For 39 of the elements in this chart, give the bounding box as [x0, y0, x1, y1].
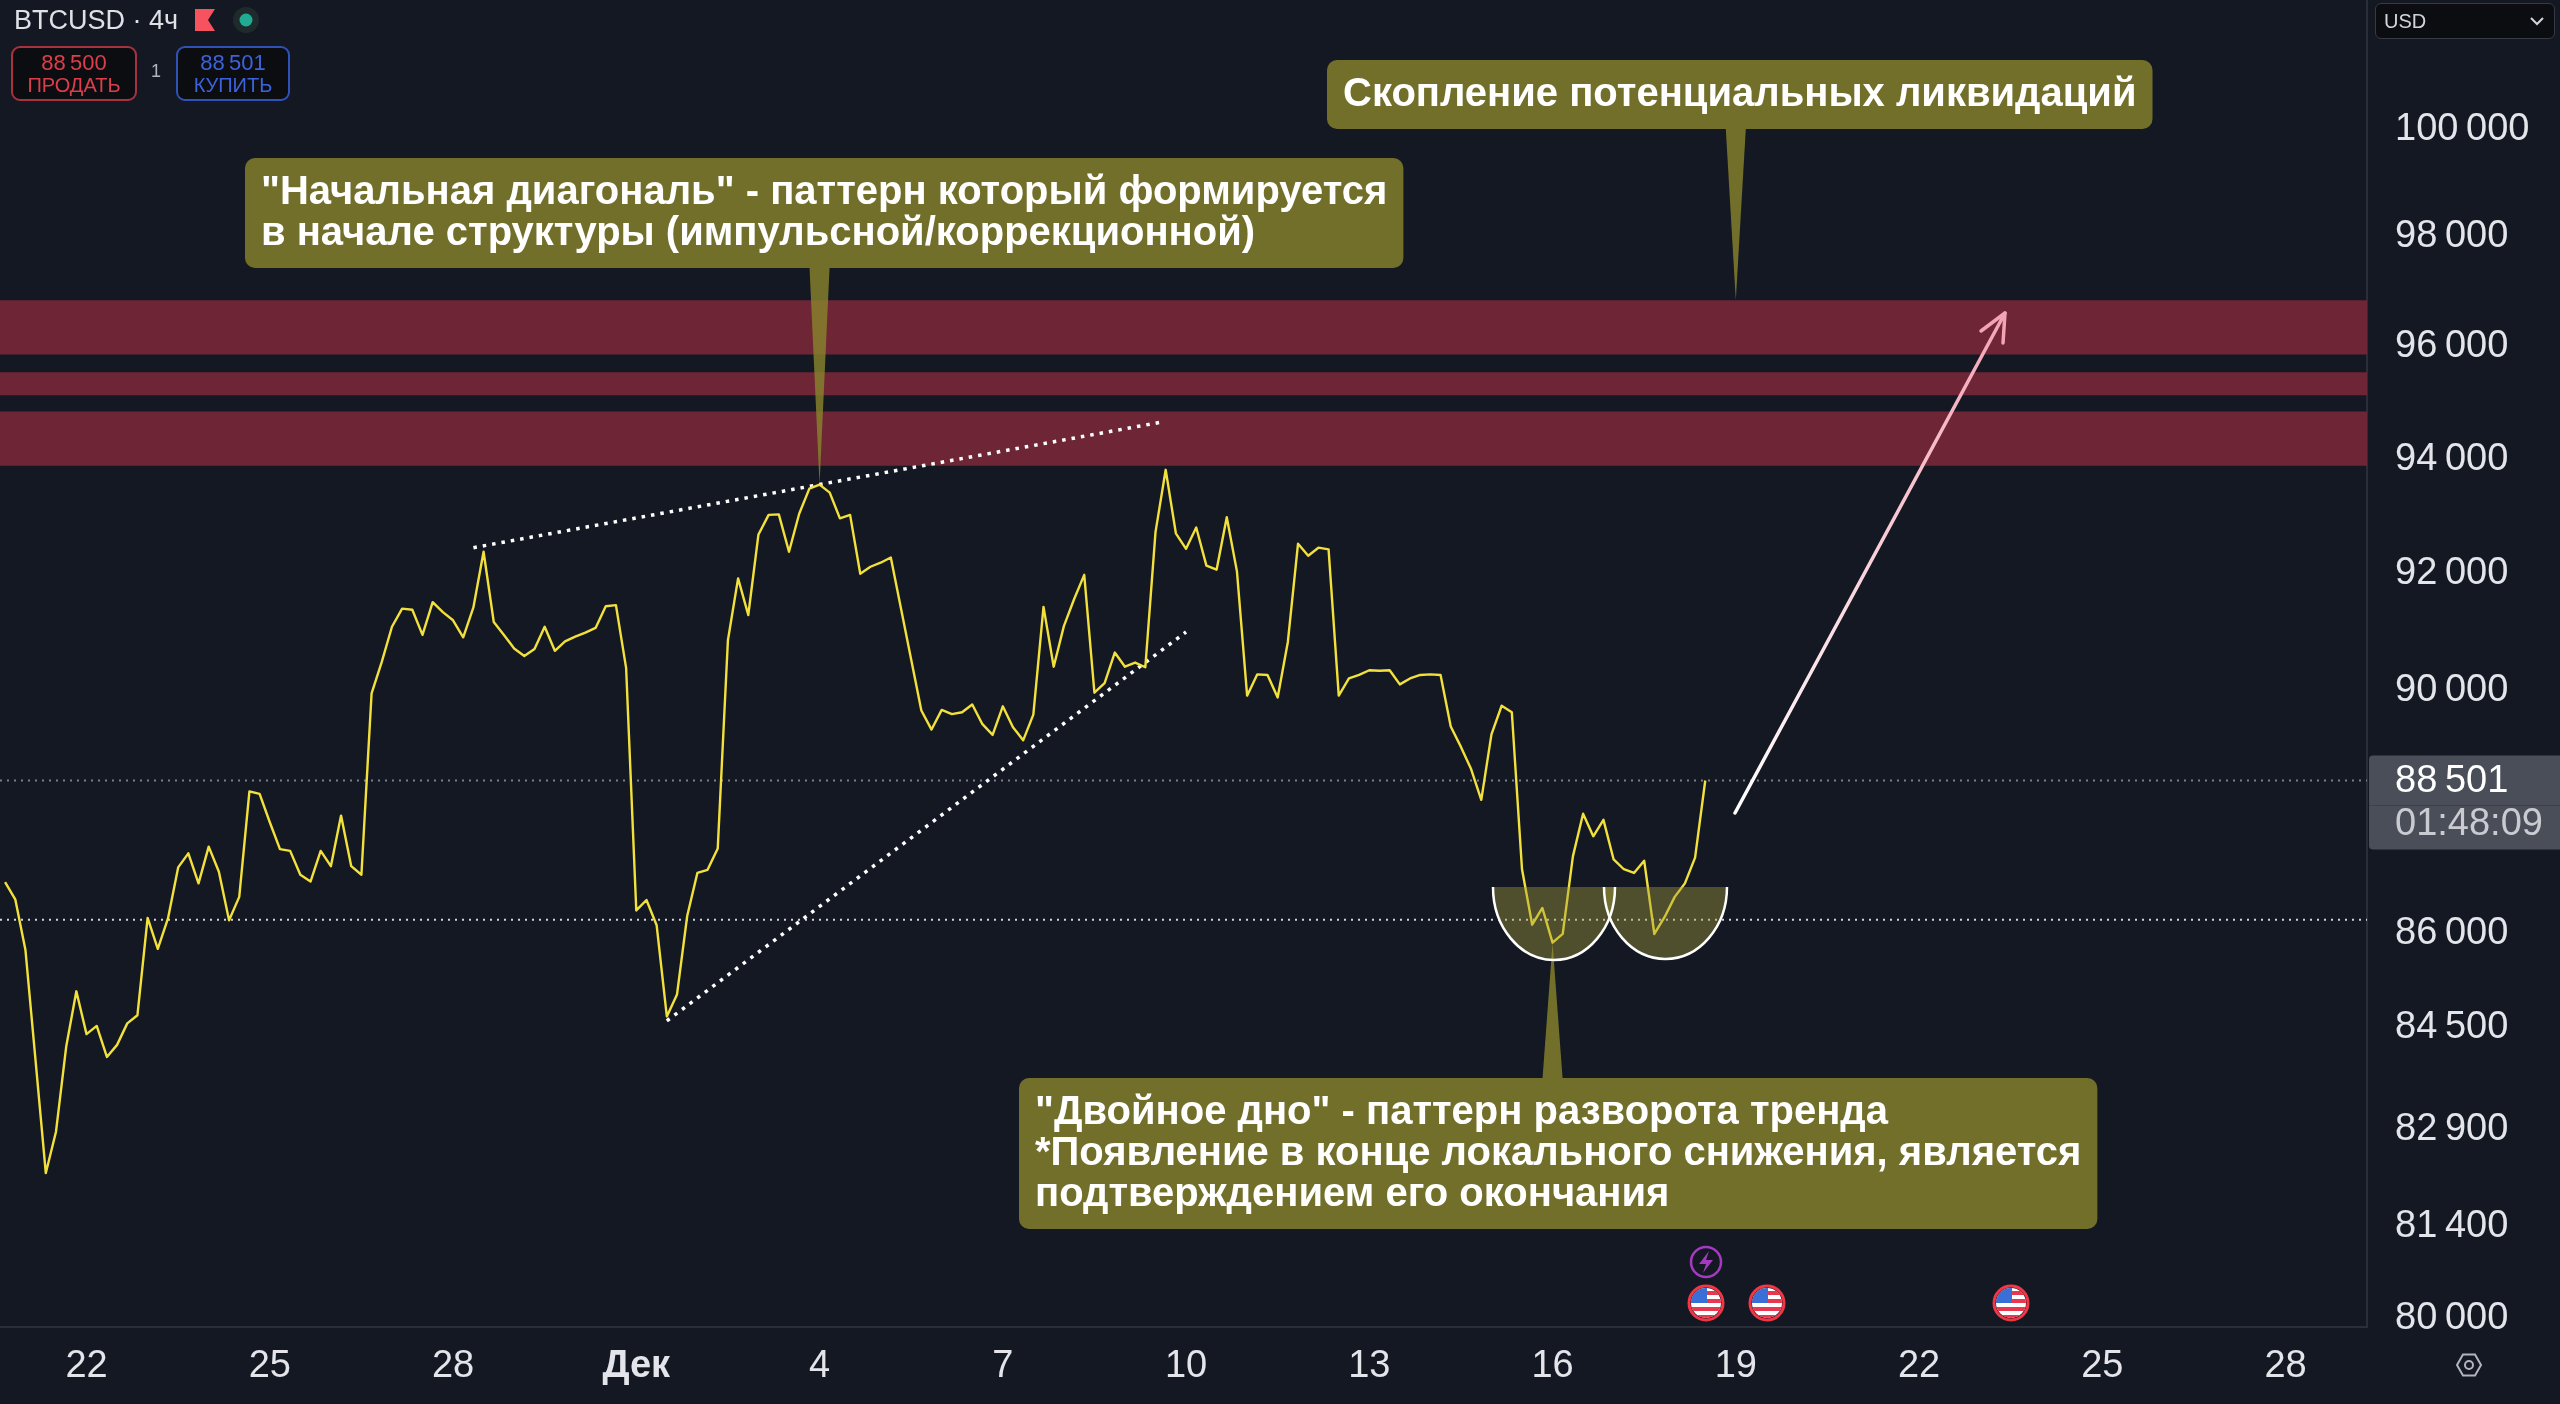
y-tick-label: 100 000 [2395, 105, 2530, 148]
y-tick-label: 81 400 [2395, 1202, 2509, 1245]
annotation: Скопление потенциальных ликвидаций [1343, 69, 2137, 114]
annotation: КУПИТЬ [193, 73, 273, 97]
x-tick-label: 28 [431, 1343, 475, 1386]
dropdown-box: USD [2375, 3, 2555, 39]
x-tick-label: 4 [808, 1343, 831, 1386]
x-tick-label: 13 [1348, 1343, 1391, 1386]
y-tick-label: 86 000 [2395, 909, 2509, 952]
x-tick-label: 22 [1897, 1343, 1941, 1386]
x-tick-label: Дек [602, 1343, 672, 1386]
y-tick-label: 92 000 [2395, 550, 2509, 593]
y-tick-label: 84 500 [2395, 1003, 2509, 1046]
y-tick-label: 94 000 [2395, 435, 2509, 478]
x-tick-label: 22 [65, 1343, 108, 1386]
chart-title: BTCUSD · 4ч [14, 4, 179, 36]
x-tick-label: 16 [1531, 1343, 1574, 1386]
y-axis-title: USD [2384, 9, 2427, 33]
annotation: 1 [151, 61, 162, 82]
annotation: 88 500 [41, 49, 107, 75]
x-tick-label: 25 [248, 1343, 291, 1386]
annotation: ПРОДАТЬ [27, 73, 121, 97]
buy-button: 88 501 КУПИТЬ [176, 46, 290, 101]
y-tick-label: 98 000 [2395, 213, 2509, 256]
annotation: "Двойное дно" - паттерн разворота тренда *Появление в конце локального снижения, является подтверждением его окончания [1035, 1087, 2082, 1214]
y-tick-label: 90 000 [2395, 667, 2509, 710]
x-tick-label: 28 [2264, 1343, 2307, 1386]
y-tick-label: 96 000 [2395, 323, 2509, 366]
y-tick-label: 82 900 [2395, 1105, 2509, 1148]
x-tick-label: 7 [992, 1343, 1014, 1386]
ref-line-label: 88 501 [2395, 757, 2509, 800]
x-tick-label: 19 [1714, 1343, 1757, 1386]
x-tick-label: 25 [2081, 1343, 2124, 1386]
text: 01:48:09 [2395, 800, 2543, 843]
annotation: "Начальная диагональ" - паттерн который формируется в начале структуры (импульсной/коррекционной) [261, 167, 1388, 253]
x-tick-label: 10 [1164, 1343, 1208, 1386]
sell-button: 88 500 ПРОДАТЬ [11, 46, 137, 101]
y-tick-label: 80 000 [2395, 1295, 2509, 1338]
annotation: 88 501 [200, 49, 266, 75]
